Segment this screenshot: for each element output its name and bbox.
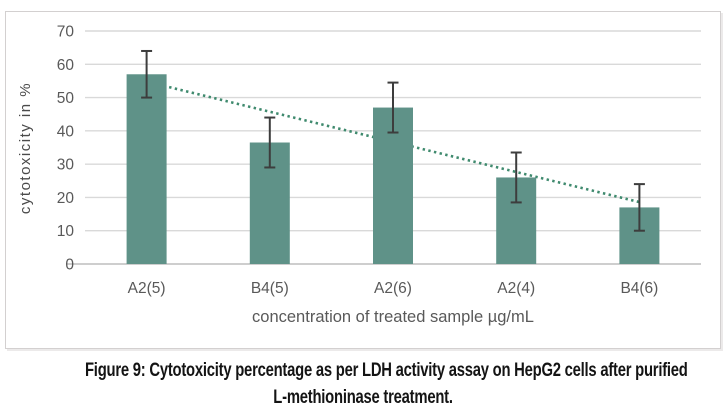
x-category-label: A2(6) xyxy=(374,280,412,297)
bar-a26 xyxy=(373,107,413,264)
x-category-label: B4(6) xyxy=(620,280,658,297)
y-tick-label: 70 xyxy=(57,24,75,41)
x-category-label: A2(5) xyxy=(128,280,166,297)
figure-caption: Figure 9: Cytotoxicity percentage as per… xyxy=(0,357,727,411)
figure-caption-line2: L-methioninase treatment. xyxy=(273,387,454,408)
figure-caption-line1: Figure 9: Cytotoxicity percentage as per… xyxy=(84,360,688,381)
y-tick-label: 0 xyxy=(65,257,74,274)
cytotoxicity-bar-chart: 0 10 20 30 40 50 60 70 cytotoxicity in % A2(5) B4(… xyxy=(17,24,701,326)
x-category-label: A2(4) xyxy=(497,280,535,297)
chart-area xyxy=(5,11,721,349)
x-category-label: B4(5) xyxy=(251,280,289,297)
y-tick-label: 20 xyxy=(57,190,75,207)
y-tick-label: 50 xyxy=(57,90,75,107)
y-tick-label: 30 xyxy=(57,157,75,174)
y-tick-label: 10 xyxy=(57,223,75,240)
y-tick-label: 40 xyxy=(57,123,75,140)
x-axis-title: concentration of treated sample µg/mL xyxy=(252,308,534,326)
y-axis-title: cytotoxicity in % xyxy=(17,82,34,214)
bar-a25 xyxy=(126,74,167,265)
y-tick-label: 60 xyxy=(57,57,75,74)
